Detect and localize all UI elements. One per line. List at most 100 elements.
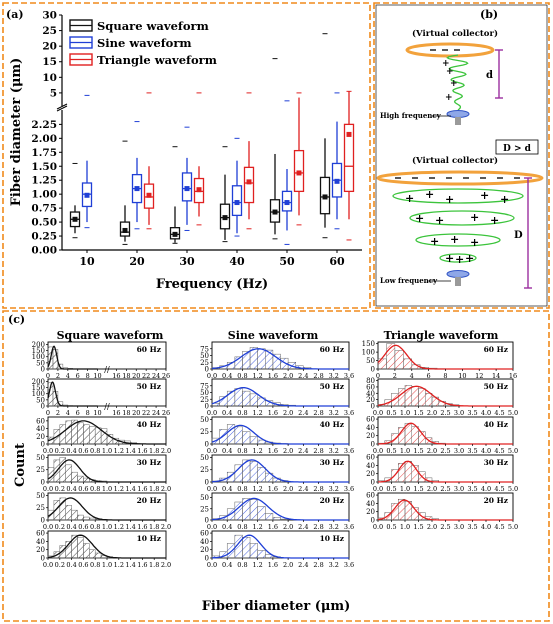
y-tick-label: 0 [371, 441, 375, 449]
axis-break-mark [56, 103, 68, 110]
x-tick-label: 1.5 [413, 523, 423, 531]
charge-plus: + [405, 192, 414, 205]
x-tick-label: 0.8 [237, 447, 247, 455]
x-tick-label: 1.0 [102, 447, 112, 455]
x-tick-label: 1.6 [137, 485, 147, 493]
x-tick-label: 3.2 [329, 523, 339, 531]
x-tick-label: 0 [46, 409, 50, 417]
fit-curve [47, 381, 98, 407]
x-tick-label: 2.0 [283, 409, 293, 417]
histogram-frame [47, 378, 167, 407]
histogram-bar [77, 536, 84, 559]
y-tick-label: 150 [362, 340, 375, 348]
y-tick-label: 20 [36, 433, 45, 441]
x-tick-label: 1.2 [114, 485, 124, 493]
y-tick-label: 0 [371, 366, 375, 374]
x-tick-label: 0.4 [66, 485, 76, 493]
histogram-bar [234, 426, 243, 445]
x-tick-label: 0.8 [237, 561, 247, 569]
x-tick-label: 3.2 [329, 485, 339, 493]
x-tick-label: 2.0 [427, 447, 437, 455]
histogram-label: 10 Hz [137, 534, 161, 543]
x-tick-label: 1.8 [149, 447, 159, 455]
y-tick-label: 40 [366, 500, 375, 508]
y-tick-label: 0 [371, 403, 375, 411]
y-tick-label: 40 [366, 462, 375, 470]
y-tick-label: 80 [366, 377, 375, 385]
nozzle [455, 117, 461, 125]
charge-plus: + [430, 235, 439, 248]
mean-marker [296, 170, 302, 176]
x-tick-label: 8 [443, 372, 447, 380]
histogram-bar [249, 393, 258, 407]
x-tick-label: 3.0 [454, 523, 464, 531]
y-tick-label: 25 [36, 504, 45, 512]
jet-helix [446, 54, 469, 111]
x-tick-label: 1.6 [268, 523, 278, 531]
fit-curve [211, 424, 349, 445]
mean-marker [196, 187, 202, 193]
histogram-bar [398, 388, 406, 407]
x-tick-label: 22 [142, 409, 150, 417]
x-tick-label: 2.0 [283, 447, 293, 455]
y-axis-title: Fiber diameter (μm) [9, 58, 24, 207]
x-axis-title: Frequency (Hz) [156, 277, 268, 292]
x-tick-label: 3.6 [344, 485, 354, 493]
charge-plus: + [480, 189, 489, 202]
x-tick-label: 2.0 [283, 372, 293, 380]
nozzle-spray [446, 110, 470, 118]
column-title: Triangle waveform [384, 329, 499, 342]
y-axis-title: Count [13, 443, 28, 487]
jet-loop [439, 253, 477, 263]
y-tick-label: 30 [42, 10, 57, 22]
charge-plus: + [450, 79, 458, 89]
y-tick-label: 0 [205, 403, 209, 411]
histogram-bar [418, 388, 426, 407]
histogram-bar [249, 436, 258, 445]
x-tick-label: 0.0 [207, 372, 217, 380]
x-tick-label: 0.5 [386, 485, 396, 493]
x-tick-label: 8 [86, 409, 90, 417]
x-tick-label: 1.2 [114, 523, 124, 531]
x-tick-label: 3.0 [454, 485, 464, 493]
x-tick-label: 1.6 [268, 485, 278, 493]
x-tick-label: 2.8 [313, 447, 323, 455]
y-tick-label: 20 [366, 508, 375, 516]
fit-curve [47, 420, 166, 445]
x-tick-label: 2.5 [440, 523, 450, 531]
x-tick-label: 0.4 [66, 523, 76, 531]
box [169, 227, 181, 240]
histogram-bar [89, 549, 96, 559]
panel-c-frame [2, 310, 550, 622]
x-tick-label: 1.8 [149, 561, 159, 569]
fit-curve [211, 534, 349, 559]
nozzle-spray [446, 270, 470, 278]
histogram-bar [83, 477, 90, 483]
x-tick-label: 3.2 [329, 409, 339, 417]
y-tick-label: 20 [36, 546, 45, 554]
x-tick-label: 0.2 [55, 485, 65, 493]
x-tick-label: 2.4 [298, 485, 308, 493]
x-tick-label: 12 [475, 372, 483, 380]
distance-label-D: D [514, 230, 523, 241]
jet-loop [415, 233, 501, 247]
y-tick-label: 50 [200, 352, 209, 360]
x-tick-label: 0.5 [386, 447, 396, 455]
panel-a-frame [2, 2, 371, 309]
x-tick-label: 1.0 [400, 523, 410, 531]
x-tick-label: 6 [76, 372, 80, 380]
y-tick-label: 0 [41, 366, 45, 374]
x-tick-label: 40 [229, 255, 245, 268]
y-tick-label: 0 [41, 441, 45, 449]
charge-plus: + [455, 253, 464, 266]
histogram-bar [234, 388, 243, 407]
histogram-bar [403, 358, 412, 370]
y-tick-label: 200 [32, 378, 45, 386]
x-tick-label: 1.6 [137, 447, 147, 455]
charge-plus: + [490, 214, 499, 227]
x-tick-label: 0.0 [43, 447, 53, 455]
histogram-label: 60 Hz [320, 345, 344, 354]
x-tick-label: 2 [393, 372, 397, 380]
x-tick-label: 4 [66, 372, 70, 380]
x-tick-label: 0.0 [373, 409, 383, 417]
